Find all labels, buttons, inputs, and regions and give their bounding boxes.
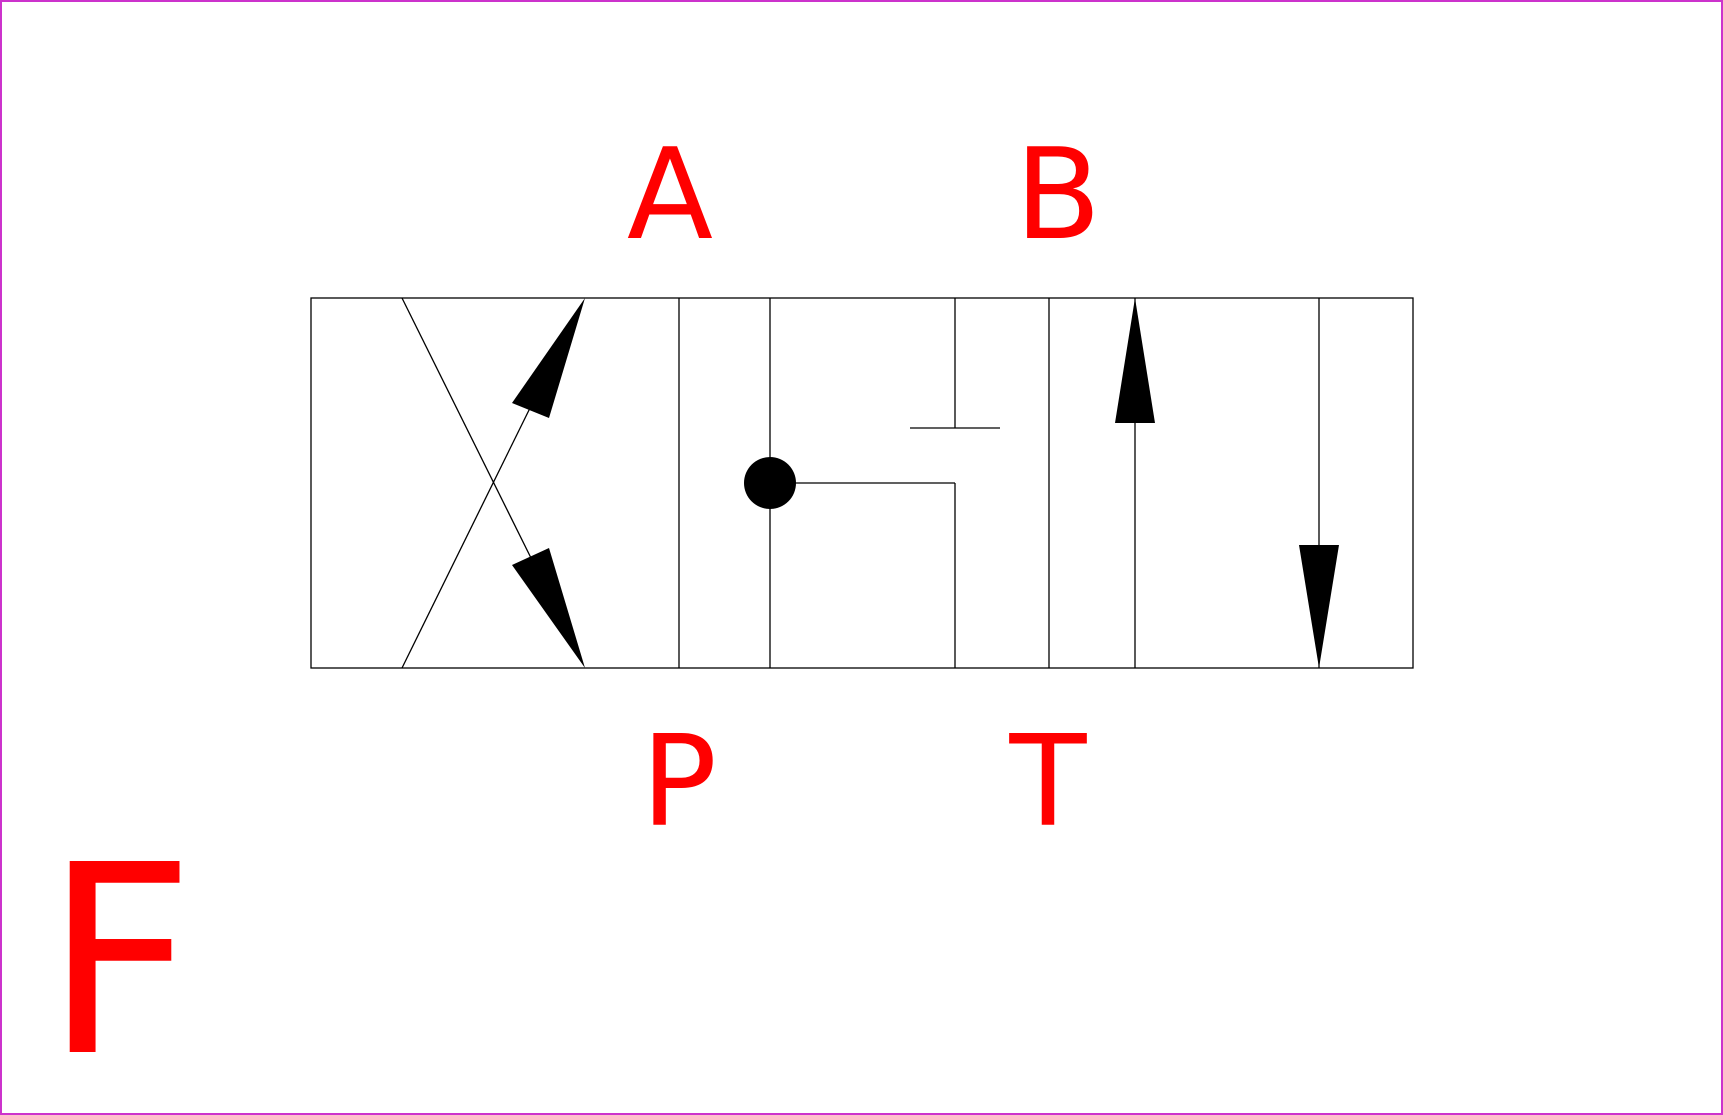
port-label-p: P: [641, 708, 717, 855]
port-label-a: A: [627, 121, 713, 268]
valve-outline: [310, 297, 1414, 669]
cross-arrow-up-icon: [512, 298, 585, 418]
parallel-arrow-down-icon: [1299, 545, 1339, 668]
port-label-t: T: [1009, 708, 1088, 855]
envelope-crossed-flow: [401, 297, 585, 669]
cross-flow-line-up: [401, 405, 532, 669]
envelope-center-position: [744, 298, 1000, 668]
port-label-b: B: [1015, 121, 1101, 268]
cross-flow-line-down: [401, 297, 533, 561]
cross-arrow-down-icon: [512, 548, 585, 668]
valve-body: [310, 297, 1414, 669]
envelope-parallel-flow: [1115, 298, 1339, 668]
variant-label: F: [44, 809, 195, 1114]
parallel-arrow-up-icon: [1115, 298, 1155, 423]
